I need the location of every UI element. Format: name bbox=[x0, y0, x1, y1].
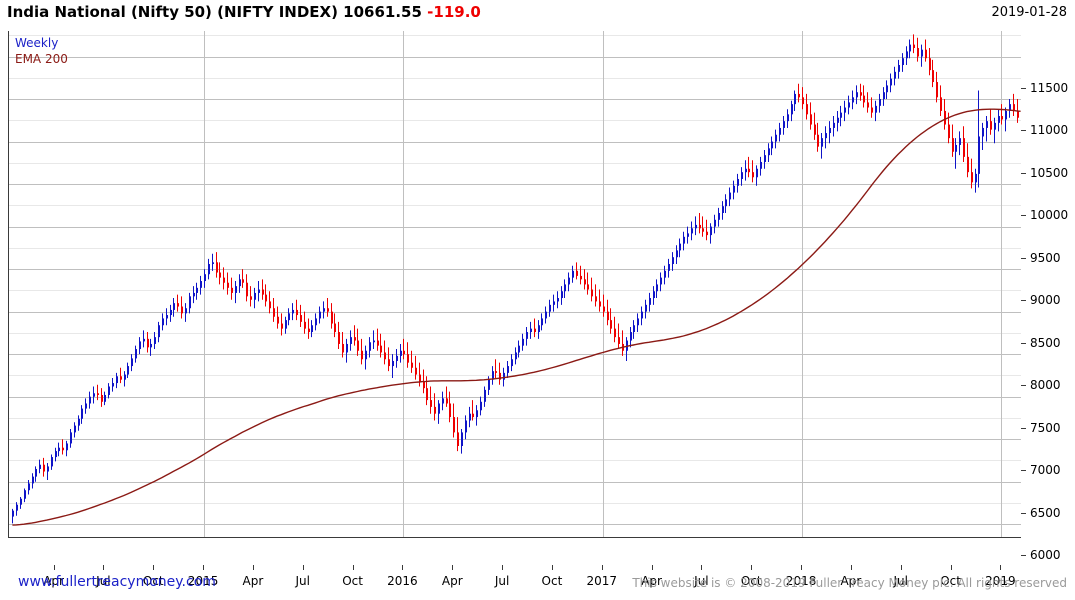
y-axis-tick bbox=[1021, 513, 1026, 514]
x-axis-label: Oct bbox=[940, 574, 961, 588]
chart-footer: www.fullertreacymoney.com This website i… bbox=[0, 570, 1075, 600]
y-axis-label: 11500 bbox=[1030, 80, 1069, 95]
x-axis-tick bbox=[402, 565, 403, 570]
x-axis-label: Apr bbox=[242, 574, 264, 588]
x-axis-label: Oct bbox=[342, 574, 363, 588]
y-axis-tick bbox=[1021, 130, 1026, 131]
x-axis-tick bbox=[552, 565, 553, 570]
x-axis-label: Jul bbox=[893, 574, 908, 588]
y-axis-label: 10000 bbox=[1030, 208, 1069, 223]
x-axis-tick bbox=[901, 565, 902, 570]
y-axis-tick bbox=[1021, 343, 1026, 344]
as-of-date: 2019-01-28 bbox=[991, 5, 1067, 20]
y-axis-tick bbox=[1021, 470, 1026, 471]
x-axis-tick bbox=[701, 565, 702, 570]
y-axis-label: 8500 bbox=[1030, 335, 1061, 350]
price-plot-area[interactable]: Weekly EMA 200 bbox=[8, 31, 1021, 538]
legend-timeframe: Weekly bbox=[15, 36, 59, 50]
y-axis-label: 7500 bbox=[1030, 420, 1061, 435]
y-axis-label: 10500 bbox=[1030, 165, 1069, 180]
x-axis-label: Jul bbox=[295, 574, 310, 588]
y-axis-tick bbox=[1021, 555, 1026, 556]
x-axis-tick bbox=[54, 565, 55, 570]
chart-header: India National (Nifty 50) (NIFTY INDEX) … bbox=[0, 0, 1075, 28]
x-axis-tick bbox=[153, 565, 154, 570]
candlestick-canvas bbox=[9, 31, 1021, 537]
y-axis-tick bbox=[1021, 428, 1026, 429]
y-axis-label: 7000 bbox=[1030, 463, 1061, 478]
x-axis-label: 2019 bbox=[985, 574, 1016, 588]
x-axis-label: 2018 bbox=[785, 574, 817, 588]
y-axis-label: 11000 bbox=[1030, 123, 1069, 138]
y-axis-tick bbox=[1021, 385, 1026, 386]
x-axis-label: 2017 bbox=[586, 574, 618, 588]
x-axis-tick bbox=[253, 565, 254, 570]
x-axis-label: Apr bbox=[641, 574, 662, 588]
x-axis-label: Oct bbox=[142, 574, 164, 588]
title-instrument-and-price: India National (Nifty 50) (NIFTY INDEX) … bbox=[7, 3, 422, 21]
site-url[interactable]: www.fullertreacymoney.com bbox=[18, 574, 216, 590]
x-axis-tick bbox=[602, 565, 603, 570]
x-axis-tick bbox=[1000, 565, 1001, 570]
page-title: India National (Nifty 50) (NIFTY INDEX) … bbox=[7, 3, 481, 21]
y-axis-label: 8000 bbox=[1030, 378, 1061, 393]
x-axis-tick bbox=[103, 565, 104, 570]
copyright-notice: This website is © 2008-2019 Fuller Treac… bbox=[632, 576, 1067, 590]
x-axis-tick bbox=[851, 565, 852, 570]
x-axis-tick bbox=[303, 565, 304, 570]
y-axis-label: 9500 bbox=[1030, 250, 1061, 265]
x-axis-label: Oct bbox=[740, 574, 762, 588]
x-axis-tick bbox=[502, 565, 503, 570]
y-axis-label: 6000 bbox=[1030, 548, 1061, 563]
y-axis-tick bbox=[1021, 300, 1026, 301]
x-axis-label: Oct bbox=[541, 574, 563, 588]
x-axis-tick bbox=[203, 565, 204, 570]
price-change: -119.0 bbox=[427, 3, 481, 21]
x-axis-label: 2016 bbox=[387, 574, 418, 588]
legend-ema-overlay: EMA 200 bbox=[15, 52, 68, 66]
y-axis-tick bbox=[1021, 88, 1026, 89]
x-axis-tick bbox=[452, 565, 453, 570]
y-axis-tick bbox=[1021, 215, 1026, 216]
y-axis: 6000 6500 7000 7500 8000 8500 9000 9500 10000 105… bbox=[1021, 59, 1075, 567]
x-axis: Apr Jul Oct 2015 Apr Jul Oct 2016 Apr Jul Oct 2017 A… bbox=[0, 565, 1075, 591]
x-axis-tick bbox=[951, 565, 952, 570]
x-axis-label: 2015 bbox=[187, 574, 219, 588]
y-axis-label: 9000 bbox=[1030, 293, 1061, 308]
x-axis-label: Jul bbox=[96, 574, 111, 588]
x-axis-tick bbox=[353, 565, 354, 570]
x-axis-label: Apr bbox=[840, 574, 862, 588]
x-axis-label: Jul bbox=[694, 574, 709, 588]
x-axis-tick bbox=[652, 565, 653, 570]
x-axis-tick bbox=[751, 565, 752, 570]
x-axis-label: Apr bbox=[43, 574, 64, 588]
y-axis-label: 6500 bbox=[1030, 505, 1061, 520]
x-axis-label: Apr bbox=[441, 574, 463, 588]
chart-container: Weekly EMA 200 6000 6500 7000 7500 8000 8500 9… bbox=[0, 28, 1075, 588]
y-axis-tick bbox=[1021, 173, 1026, 174]
x-axis-label: Jul bbox=[494, 574, 510, 588]
y-axis-tick bbox=[1021, 258, 1026, 259]
x-axis-tick bbox=[801, 565, 802, 570]
